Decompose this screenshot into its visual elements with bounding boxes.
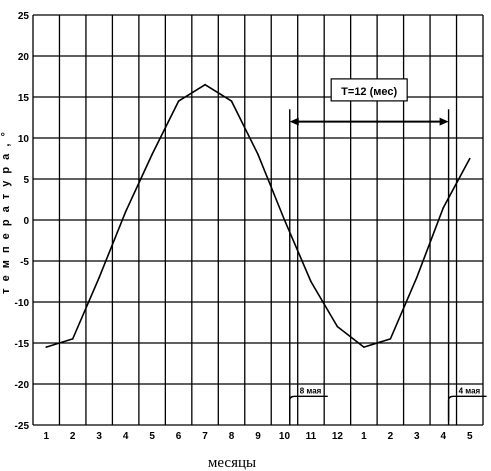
data-point bbox=[177, 100, 180, 102]
x-tick-label: 2 bbox=[388, 431, 394, 442]
data-point bbox=[257, 153, 259, 156]
data-point bbox=[336, 325, 339, 328]
x-tick-label: 5 bbox=[149, 431, 155, 442]
x-tick-label: 3 bbox=[414, 431, 420, 442]
data-point bbox=[310, 280, 312, 283]
series-line bbox=[45, 83, 471, 348]
data-point bbox=[204, 83, 206, 86]
x-tick-label: 4 bbox=[123, 431, 129, 442]
data-point bbox=[283, 219, 286, 221]
grid bbox=[32, 14, 484, 426]
x-tick-label: 12 bbox=[332, 431, 344, 442]
period-arrow-right-head bbox=[439, 117, 449, 126]
data-point bbox=[468, 157, 471, 160]
y-tick-label: 0 bbox=[23, 216, 29, 227]
annotations: T=12 (мес) 8 мая 4 мая bbox=[289, 78, 487, 425]
data-point bbox=[71, 338, 74, 340]
x-tick-label: 9 bbox=[255, 431, 261, 442]
period-arrow-left-head bbox=[289, 117, 299, 126]
data-point bbox=[151, 153, 153, 156]
x-tick-label: 11 bbox=[306, 431, 317, 442]
y-axis-label: т е м п е р а т у р а , ° bbox=[0, 130, 12, 294]
y-tick-label: 25 bbox=[18, 11, 30, 22]
data-point bbox=[230, 100, 233, 102]
period-label: T=12 (мес) bbox=[341, 86, 397, 98]
x-tick-label: 2 bbox=[70, 431, 76, 442]
data-point bbox=[124, 211, 127, 213]
x-tick-label: 6 bbox=[176, 431, 182, 442]
data-point bbox=[389, 338, 392, 340]
x-tick-label: 8 bbox=[229, 431, 235, 442]
x-tick-label: 1 bbox=[361, 431, 367, 442]
x-axis-label: месяцы bbox=[208, 455, 256, 471]
data-point bbox=[363, 346, 365, 348]
y-tick-label: -20 bbox=[15, 380, 30, 391]
y-tick-label: 20 bbox=[18, 52, 30, 63]
x-tick-label: 3 bbox=[96, 431, 102, 442]
x-tick-label: 5 bbox=[467, 431, 473, 442]
marker-left-label: 8 мая bbox=[300, 386, 322, 395]
x-tick-label: 1 bbox=[43, 431, 49, 442]
data-point bbox=[442, 206, 445, 209]
series bbox=[45, 83, 471, 348]
y-tick-label: -5 bbox=[20, 257, 29, 268]
marker-right-hook bbox=[447, 395, 487, 421]
y-tick-label: 10 bbox=[18, 134, 30, 145]
data-point bbox=[98, 276, 100, 279]
period-label-box bbox=[330, 78, 408, 102]
y-tick-label: 5 bbox=[23, 175, 29, 186]
data-point bbox=[45, 346, 48, 348]
x-tick-label: 10 bbox=[279, 431, 291, 442]
x-tick-label: 4 bbox=[441, 431, 447, 442]
y-tick-label: -15 bbox=[15, 339, 30, 350]
y-tick-label: -25 bbox=[15, 421, 30, 432]
data-point bbox=[416, 276, 418, 279]
marker-left-hook bbox=[289, 395, 328, 421]
marker-right-label: 4 мая bbox=[459, 386, 481, 395]
y-tick-label: 15 bbox=[18, 93, 30, 104]
x-tick-label: 7 bbox=[202, 431, 208, 442]
y-tick-label: -10 bbox=[15, 298, 30, 309]
